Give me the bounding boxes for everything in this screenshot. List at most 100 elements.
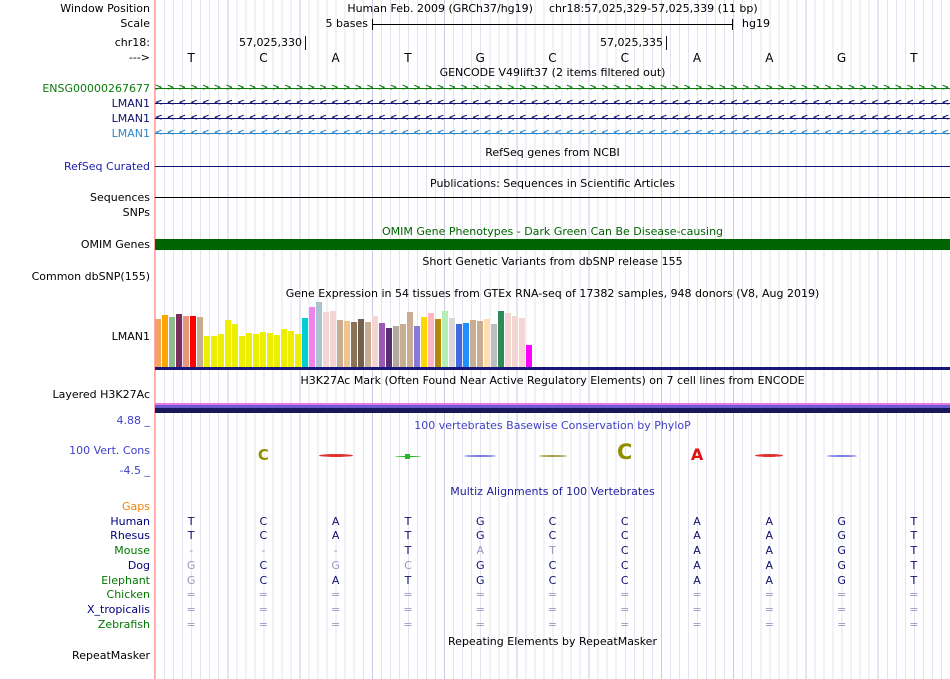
alignment-base: C [259,529,268,542]
gtex-bar [323,312,329,367]
ruler-tick [666,36,667,50]
gtex-bar [463,323,469,367]
alignment-base: = [258,618,268,631]
ruler-number: 57,025,335 [600,36,663,49]
species-label[interactable]: Gaps [122,500,150,513]
layered-h3k27ac-label[interactable]: Layered H3K27Ac [52,388,150,401]
refseq-curated-feature-line[interactable] [155,166,950,167]
alignment-base: A [765,559,774,572]
alignment-base: T [910,515,918,528]
gtex-bar [498,311,504,367]
ruler-base: G [475,51,485,65]
alignment-base: A [765,529,774,542]
ruler-base: T [910,51,918,65]
track-title-dbsnp[interactable]: Short Genetic Variants from dbSNP releas… [422,255,683,268]
track-title-repeatmasker[interactable]: Repeating Elements by RepeatMasker [448,635,657,648]
snps-label[interactable]: SNPs [122,206,150,219]
gene-model-row[interactable]: <<<<<<<<<<<<<<<<<<<<<<<<<<<<<<<<<<<<<<<<… [155,127,950,140]
species-label[interactable]: Mouse [114,544,150,557]
track-title-multiz[interactable]: Multiz Alignments of 100 Vertebrates [450,485,655,498]
phylop-track-label[interactable]: 100 Vert. Cons [69,444,150,457]
gtex-bar [253,334,259,367]
gene-model-row[interactable]: <<<<<<<<<<<<<<<<<<<<<<<<<<<<<<<<<<<<<<<<… [155,112,950,125]
track-title-gencode[interactable]: GENCODE V49lift37 (2 items filtered out) [439,66,666,79]
gtex-bar [309,307,315,367]
common-dbsnp-label[interactable]: Common dbSNP(155) [31,270,150,283]
species-label[interactable]: X_tropicalis [86,603,150,616]
species-label[interactable]: Elephant [101,574,150,587]
gtex-bar [428,313,434,367]
strand-label[interactable]: ---> [128,51,150,64]
h3k27ac-strip [155,405,950,408]
gene-model-row[interactable]: <<<<<<<<<<<<<<<<<<<<<<<<<<<<<<<<<<<<<<<<… [155,97,950,110]
gene-label[interactable]: LMAN1 [111,112,150,125]
track-title-h3k27ac[interactable]: H3K27Ac Mark (Often Found Near Active Re… [300,374,805,387]
alignment-base: G [837,529,846,542]
track-title-phylop[interactable]: 100 vertebrates Basewise Conservation by… [414,419,691,432]
sequences-feature-line[interactable] [155,197,950,198]
track-title-publications[interactable]: Publications: Sequences in Scientific Ar… [430,177,675,190]
species-label[interactable]: Chicken [106,588,150,601]
gtex-bar [330,311,336,367]
gtex-bar [470,320,476,367]
gtex-bar [477,321,483,367]
gtex-bar [197,317,203,367]
gtex-bar [526,345,532,367]
gtex-bar [211,336,217,367]
gtex-expression-bars[interactable] [155,302,950,367]
alignment-base: = [475,588,485,601]
ruler-base: G [836,51,847,65]
phylop-max-label: 4.88 _ [116,414,151,427]
alignment-base: = [836,618,847,631]
alignment-base: - [189,544,194,557]
alignment-base: C [548,515,557,528]
track-left-boundary-marker [154,0,155,679]
alignment-base: G [331,559,340,572]
gtex-bar [295,334,301,367]
omim-genes-label[interactable]: OMIM Genes [80,238,150,251]
gtex-gene-model-line[interactable] [155,367,950,370]
alignment-base: = [692,603,702,616]
alignment-base: = [836,603,847,616]
refseq-curated-label[interactable]: RefSeq Curated [64,160,150,173]
alignment-base: T [404,574,412,587]
track-title-omim[interactable]: OMIM Gene Phenotypes - Dark Green Can Be… [381,225,724,238]
ruler-base: C [259,51,268,65]
gtex-bar [218,334,224,367]
alignment-base: G [837,515,846,528]
alignment-base: = [909,588,919,601]
gene-model-row[interactable]: >>>>>>>>>>>>>>>>>>>>>>>>>>>>>>>>>>>>>>>>… [155,82,950,95]
gtex-gene-label[interactable]: LMAN1 [111,330,150,343]
track-title-refseq[interactable]: RefSeq genes from NCBI [485,146,620,159]
gene-label[interactable]: ENSG00000267677 [42,82,150,95]
alignment-base: T [404,544,412,557]
gtex-bar [421,317,427,367]
species-label[interactable]: Rhesus [110,529,150,542]
omim-gene-bar[interactable] [155,239,950,250]
alignment-base: G [837,559,846,572]
gtex-bar [246,333,252,367]
species-label[interactable]: Dog [127,559,150,572]
gtex-bar [344,321,350,367]
gtex-bar [316,302,322,367]
repeatmasker-label[interactable]: RepeatMasker [72,649,150,662]
gtex-bar [519,318,525,367]
alignment-base: C [620,515,629,528]
species-label[interactable]: Human [110,515,150,528]
gtex-bar [379,323,385,367]
ruler-base: A [331,51,340,65]
alignment-base: = [403,603,413,616]
gtex-bar [442,311,448,367]
gtex-bar [400,324,406,367]
track-title-gtex[interactable]: Gene Expression in 54 tissues from GTEx … [285,287,820,300]
alignment-base: = [909,603,919,616]
gene-label[interactable]: LMAN1 [111,97,150,110]
alignment-base: = [258,588,268,601]
sequences-label[interactable]: Sequences [90,191,150,204]
conservation-glyph: C [257,446,269,464]
species-label[interactable]: Zebrafish [97,618,150,631]
gene-label[interactable]: LMAN1 [111,127,150,140]
